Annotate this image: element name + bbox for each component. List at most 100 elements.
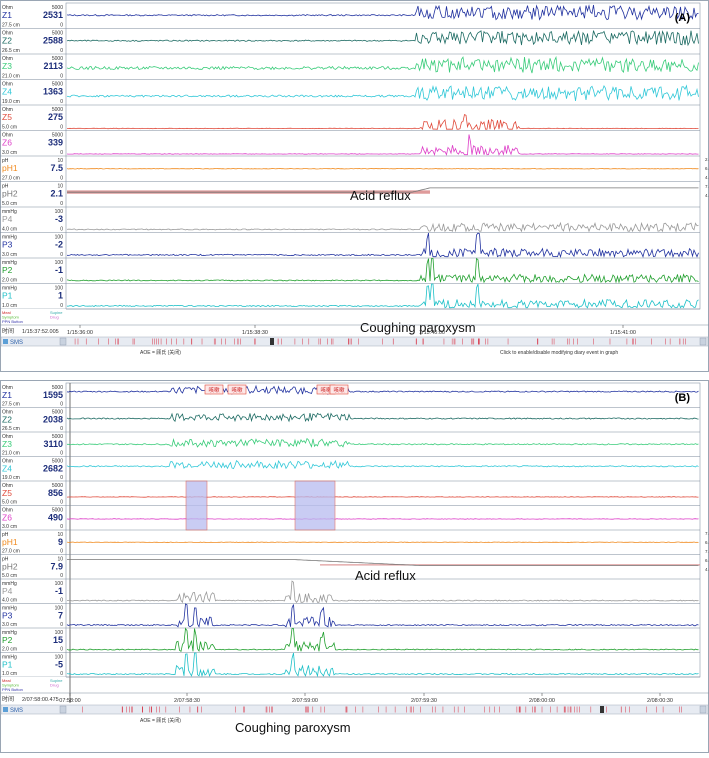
channel-name-label: Z4 [2, 464, 12, 474]
channel-trace-z6 [66, 518, 699, 520]
channel-position-label: 19.0 cm [2, 99, 20, 105]
channel-name-label: P2 [2, 265, 13, 275]
channel-trace-z4 [66, 84, 699, 102]
channel-range-max: 100 [55, 655, 64, 661]
channel-unit-label: Ohm [2, 410, 13, 416]
diary-event-box[interactable] [204, 384, 224, 395]
legend-item: Meal [2, 310, 11, 315]
scroll-right-arrow[interactable] [699, 337, 707, 346]
channel-range-max: 5000 [52, 5, 63, 11]
channel-trace-z3 [66, 55, 699, 74]
channel-name-label: P2 [2, 635, 13, 645]
scroll-thumb[interactable] [600, 706, 604, 713]
channel-unit-label: Ohm [2, 434, 13, 440]
time-tick-label: 07:58:00 [59, 698, 80, 704]
legend-item: Symptom [2, 683, 20, 688]
channel-trace-z5 [66, 496, 699, 498]
diary-event-label: 咳嗽 [208, 386, 220, 394]
coughing-paroxysm-annotation: Coughing paroxysm [360, 320, 476, 335]
channel-range-min: 0 [60, 227, 63, 233]
right-scale-label: 4.0 [705, 567, 709, 572]
bolus-highlight-region [294, 480, 336, 531]
right-scale-label: 4.0 [705, 193, 709, 198]
channel-unit-label: Ohm [2, 385, 13, 391]
channel-range-max: 5000 [52, 385, 63, 391]
channel-current-value: 1363 [43, 87, 63, 97]
channel-unit-label: mmHg [2, 209, 17, 215]
channel-current-value: 2038 [43, 415, 63, 425]
channel-range-max: 5000 [52, 434, 63, 440]
sms-icon [3, 339, 8, 344]
time-tick-label: 1/15:36:00 [67, 330, 93, 336]
channel-trace-p3 [66, 232, 699, 259]
right-scale-label: 7.0 [705, 549, 709, 554]
time-label: 时间 [2, 695, 14, 703]
diary-event-label: 咳嗽 [333, 386, 345, 394]
channel-label-area [1, 1, 66, 310]
channel-trace-z2 [66, 30, 699, 47]
channel-position-label: 1.0 cm [2, 671, 17, 677]
channel-position-label: 27.0 cm [2, 549, 20, 555]
scroll-right-arrow[interactable] [699, 705, 707, 714]
footer-status-right: Click to enable/disable modifying diary … [500, 350, 618, 356]
channel-range-max: 5000 [52, 133, 63, 139]
channel-unit-label: pH [2, 532, 9, 538]
diary-event-label: 咳嗽 [320, 386, 332, 394]
channel-range-max: 100 [55, 606, 64, 612]
channel-unit-label: mmHg [2, 630, 17, 636]
channel-current-value: 1 [58, 291, 63, 301]
channel-position-label: 27.5 cm [2, 402, 20, 408]
channel-trace-z6 [66, 134, 699, 157]
channel-name-label: Z5 [2, 488, 12, 498]
channel-position-label: 3.0 cm [2, 622, 17, 628]
channel-range-min: 0 [60, 176, 63, 182]
time-tick-label: 2/07:58:30 [174, 698, 200, 704]
channel-position-label: 1.0 cm [2, 303, 17, 309]
footer-status-left: AOE = 顾氏 (关闭) [140, 717, 181, 724]
diary-event-box[interactable] [227, 384, 247, 395]
channel-range-max: 5000 [52, 508, 63, 514]
event-scroll-strip[interactable] [0, 336, 709, 347]
channel-range-max: 100 [55, 235, 64, 241]
channel-range-min: 0 [60, 622, 63, 628]
time-label: 时间 [2, 327, 14, 335]
time-tick-label: 2/07:59:30 [411, 698, 437, 704]
channel-trace-z3 [67, 437, 699, 448]
channel-range-min: 0 [60, 125, 63, 131]
legend-area [1, 309, 66, 325]
channel-range-max: 5000 [52, 31, 63, 37]
channel-name-label: P4 [2, 586, 13, 596]
event-scroll-strip[interactable] [0, 704, 709, 715]
channel-unit-label: Ohm [2, 82, 13, 88]
scroll-thumb[interactable] [270, 338, 274, 345]
channel-position-label: 3.0 cm [2, 150, 17, 156]
channel-position-label: 19.0 cm [2, 475, 20, 481]
channel-trace-ph1 [66, 168, 699, 170]
channel-trace-ph1 [66, 541, 699, 543]
channel-name-label: Z1 [2, 10, 12, 20]
channel-range-max: 100 [55, 630, 64, 636]
channel-trace-z1 [66, 4, 699, 21]
channel-position-label: 5.0 cm [2, 125, 17, 131]
time-tick-label: 1/15:40:00 [419, 330, 445, 336]
right-scale-label: 6.0 [705, 558, 709, 563]
channel-current-value: 2.1 [50, 189, 63, 199]
channel-range-min: 0 [60, 252, 63, 258]
channel-range-min: 0 [60, 99, 63, 105]
diary-event-box[interactable] [329, 384, 349, 395]
legend-item: Drug [50, 315, 59, 320]
channel-range-max: 10 [57, 532, 63, 538]
channel-unit-label: pH [2, 184, 9, 190]
legend-item: Drug [50, 683, 59, 688]
channel-name-label: P3 [2, 240, 13, 250]
right-scale-label: 6.0 [705, 540, 709, 545]
scroll-left-arrow[interactable] [59, 705, 67, 714]
channel-current-value: 7.5 [50, 163, 63, 173]
channel-trace-p4 [66, 221, 699, 233]
channel-unit-label: mmHg [2, 581, 17, 587]
channel-position-label: 4.0 cm [2, 598, 17, 604]
channel-position-label: 27.0 cm [2, 176, 20, 182]
scroll-left-arrow[interactable] [59, 337, 67, 346]
channel-range-min: 0 [60, 647, 63, 653]
channel-range-min: 0 [60, 278, 63, 284]
